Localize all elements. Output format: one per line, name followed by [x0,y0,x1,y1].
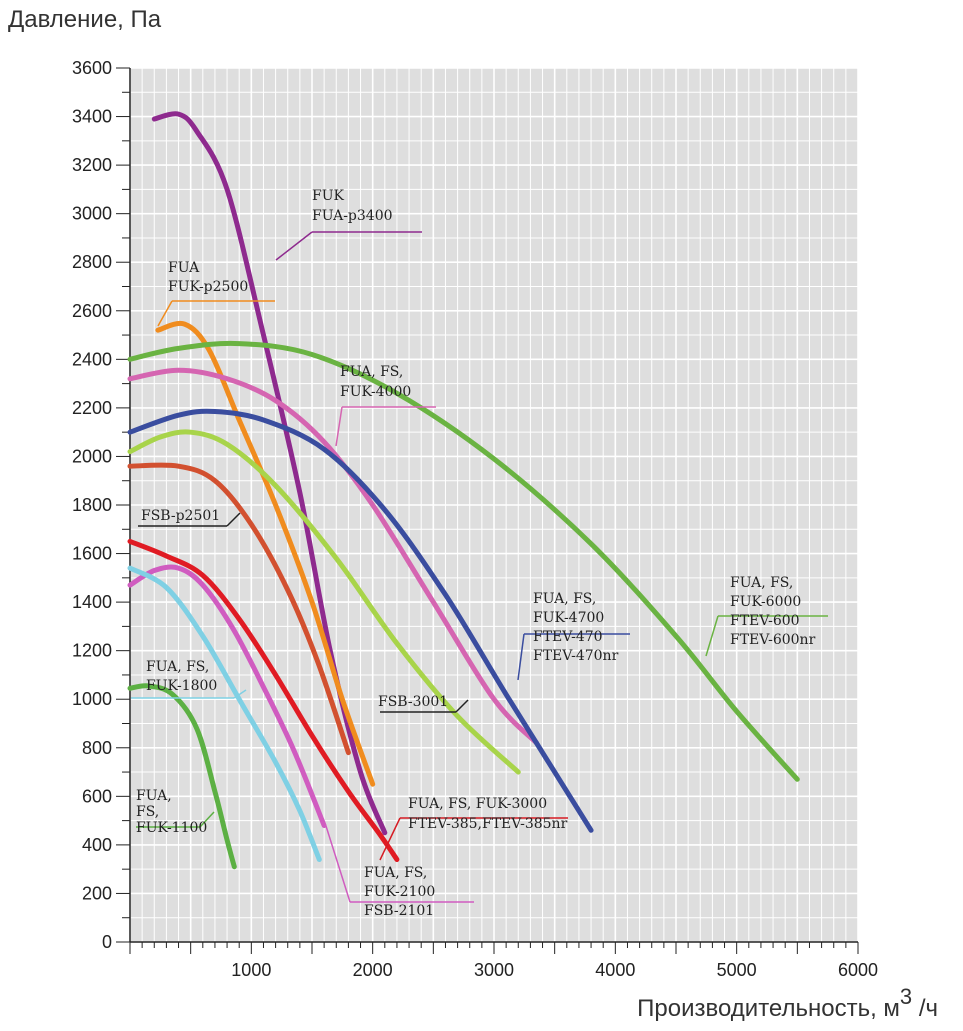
annotation-fuk1800: FUA, FS, FUK-1800 [146,659,217,694]
series-line-fua-fs-fuk-6000 [127,340,800,782]
annotation-fuk4700: FUA, FS, FUK-4700 FTEV-470 FTEV-470nr [533,591,619,664]
annotation-fuk4000: FUA, FS, FUK-4000 [340,364,411,400]
annotation-fuk6000: FUA, FS, FUK-6000 FTEV-600 FTEV-600nr [730,575,816,648]
annotation-leader-fsb3001 [455,699,469,713]
annotation-fuk3400: FUK FUA-p3400 [312,188,393,224]
annotation-line: FUA, FS, [364,865,427,881]
annotation-line: FUK [312,188,345,204]
annotation-line: FUK-4700 [533,610,604,626]
y-tick-label: 2400 [72,349,112,369]
annotation-line: FSB-p2501 [141,508,220,524]
annotation-leader-fuk3000 [379,817,401,861]
annotation-line: FUA, FS, [340,364,403,380]
annotation-line: FUA, FS, FUK-3000 [408,796,547,812]
annotation-leader-fuk4000 [335,406,343,447]
annotation-line: FUA, [136,788,172,804]
annotation-fsbp2501: FSB-p2501 [141,508,220,524]
series-line-fua-fs-fuk-4700 [127,408,594,833]
y-tick-label: 2000 [72,446,112,466]
annotation-line: FUK-p2500 [168,279,248,295]
annotation-line: FSB-2101 [364,903,434,919]
y-tick-label: 3200 [72,155,112,175]
series-line-fuk-fua-p3400 [151,111,388,836]
series-line-fsb-2101 [127,564,327,828]
x-tick-label: 2000 [353,960,393,980]
annotation-fuk2100: FUA, FS, FUK-2100 FSB-2101 [364,865,435,919]
annotation-line: FTEV-600 [730,613,800,629]
y-tick-label: 0 [102,932,112,952]
annotation-line: FUK-1100 [136,820,207,836]
annotation-line: FUK-1800 [146,678,217,694]
annotation-line: FUA-p3400 [312,208,393,224]
x-tick-label: 5000 [717,960,757,980]
y-tick-label: 2600 [72,301,112,321]
annotation-leader-fuk1800 [233,689,247,699]
annotation-fuk2500: FUA FUK-p2500 [168,260,248,295]
y-tick-label: 400 [82,835,112,855]
y-tick-label: 3000 [72,204,112,224]
annotation-line: FUA, FS, [533,591,596,607]
annotation-leader-fuk3400 [275,231,313,261]
y-tick-label: 200 [82,883,112,903]
x-axis-title-main: Производительность, м [637,995,900,1022]
annotation-leader-fuk6000 [705,615,719,657]
y-tick-label: 3600 [72,58,112,78]
x-tick-label: 6000 [838,960,878,980]
series-line-fua-fs-fuk-1800 [127,565,322,862]
series-line-fua-fs-fuk-3000 [127,538,400,862]
y-tick-label: 1000 [72,689,112,709]
annotation-fuk3000: FUA, FS, FUK-3000 FTEV-385,FTEV-385nr [408,796,568,832]
series-line-fsb-3001 [127,429,521,775]
series-line-fua-fuk-p2500 [155,320,376,787]
y-tick-label: 1600 [72,544,112,564]
y-tick-label: 600 [82,786,112,806]
x-axis-title-tail: /ч [918,995,938,1022]
series-line-fsb-p2501 [127,462,351,756]
y-tick-label: 1400 [72,592,112,612]
x-axis-title: Производительность, м3 /ч [637,984,938,1023]
annotation-fuk1100: FUA, FS, FUK-1100 [136,788,207,836]
annotation-line: FTEV-385,FTEV-385nr [408,816,568,832]
x-axis-title-sup: 3 [899,984,913,1009]
y-axis-title: Давление, Па [8,6,162,33]
x-tick-label: 3000 [474,960,514,980]
annotation-line: FTEV-470nr [533,648,619,664]
annotation-line: FUK-2100 [364,884,435,900]
annotation-line: FUK-4000 [340,384,411,400]
annotation-leader-fuk1100 [199,811,215,828]
annotation-line: FUA [168,260,200,276]
series-line-fua-fs-fuk-1100 [127,683,237,870]
annotation-line: FUA, FS, [730,575,793,591]
y-tick-label: 1200 [72,641,112,661]
x-tick-label: 1000 [231,960,271,980]
annotation-leader-fuk4700 [517,633,525,681]
annotation-leader-fuk2100 [325,825,351,903]
annotation-leader-fuk2500 [157,300,173,327]
y-tick-label: 3400 [72,107,112,127]
y-tick-label: 1800 [72,495,112,515]
x-tick-label: 4000 [595,960,635,980]
annotation-line: FTEV-600nr [730,632,816,648]
annotation-line: FSB-3001 [378,694,448,710]
annotation-line: FTEV-470 [533,629,603,645]
y-tick-label: 2200 [72,398,112,418]
y-tick-label: 800 [82,738,112,758]
annotation-fsb3001: FSB-3001 [378,694,448,710]
series-line-fua-fs-fuk-4000 [127,367,539,746]
annotation-line: FUA, FS, [146,659,209,675]
annotation-line: FUK-6000 [730,594,801,610]
annotation-leader-fsbp2501 [226,512,241,527]
y-tick-label: 2800 [72,252,112,272]
annotation-line: FS, [136,804,159,820]
